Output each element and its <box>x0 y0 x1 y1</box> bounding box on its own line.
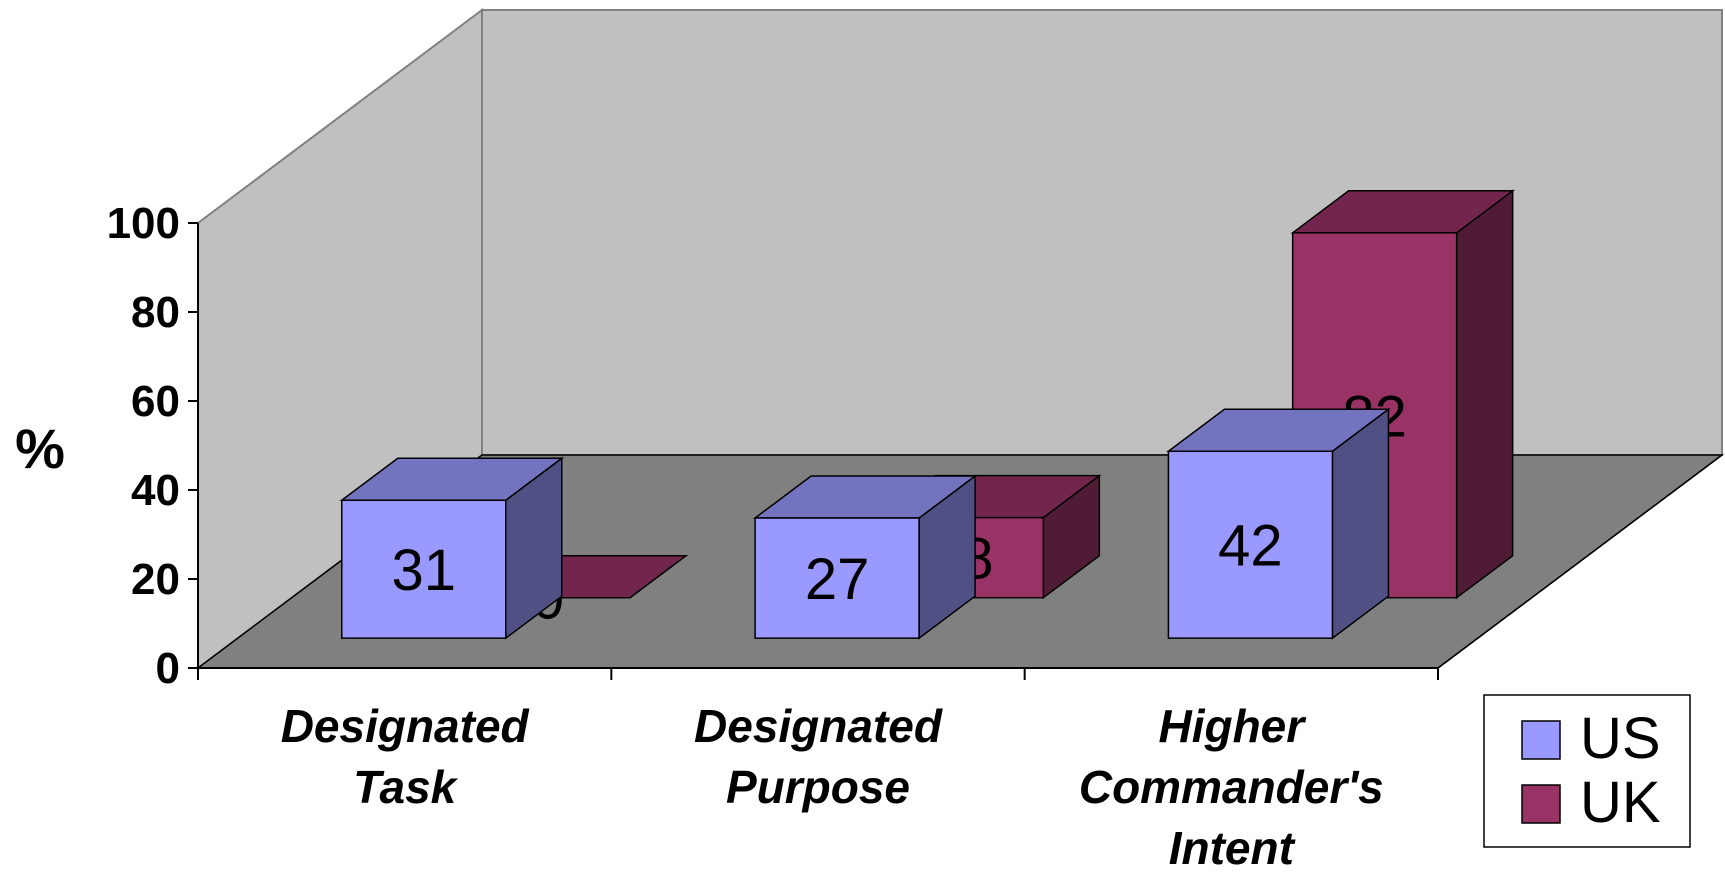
legend-swatch-us <box>1522 721 1560 759</box>
y-tick-label: 40 <box>131 466 180 515</box>
y-tick-label: 100 <box>107 199 180 248</box>
category-axis: Designated Task Designated Purpose Higher Com… <box>281 700 1384 874</box>
y-tick-label: 0 <box>156 644 180 693</box>
bar-us-1: 27 <box>755 476 975 638</box>
bar-uk-2-side <box>1457 191 1513 598</box>
bar-us-2-data-label: 42 <box>1218 514 1283 579</box>
bar-us-2: 42 <box>1168 409 1388 638</box>
y-axis-label: % <box>15 417 65 480</box>
y-tick-label: 80 <box>131 288 180 337</box>
category-label: Higher Commander's Intent <box>1079 700 1384 874</box>
y-tick-label: 60 <box>131 377 180 426</box>
y-tick-label: 20 <box>131 555 180 604</box>
category-label: Designated Purpose <box>694 700 943 813</box>
back-wall <box>482 10 1722 455</box>
bar-us-0: 31 <box>342 458 562 638</box>
category-label: Designated Task <box>281 700 530 813</box>
bar-us-0-data-label: 31 <box>392 538 457 603</box>
bar-us-1-data-label: 27 <box>805 547 870 612</box>
legend-swatch-uk <box>1522 785 1560 823</box>
legend-label-uk: UK <box>1580 770 1661 835</box>
legend-label-us: US <box>1580 706 1661 771</box>
